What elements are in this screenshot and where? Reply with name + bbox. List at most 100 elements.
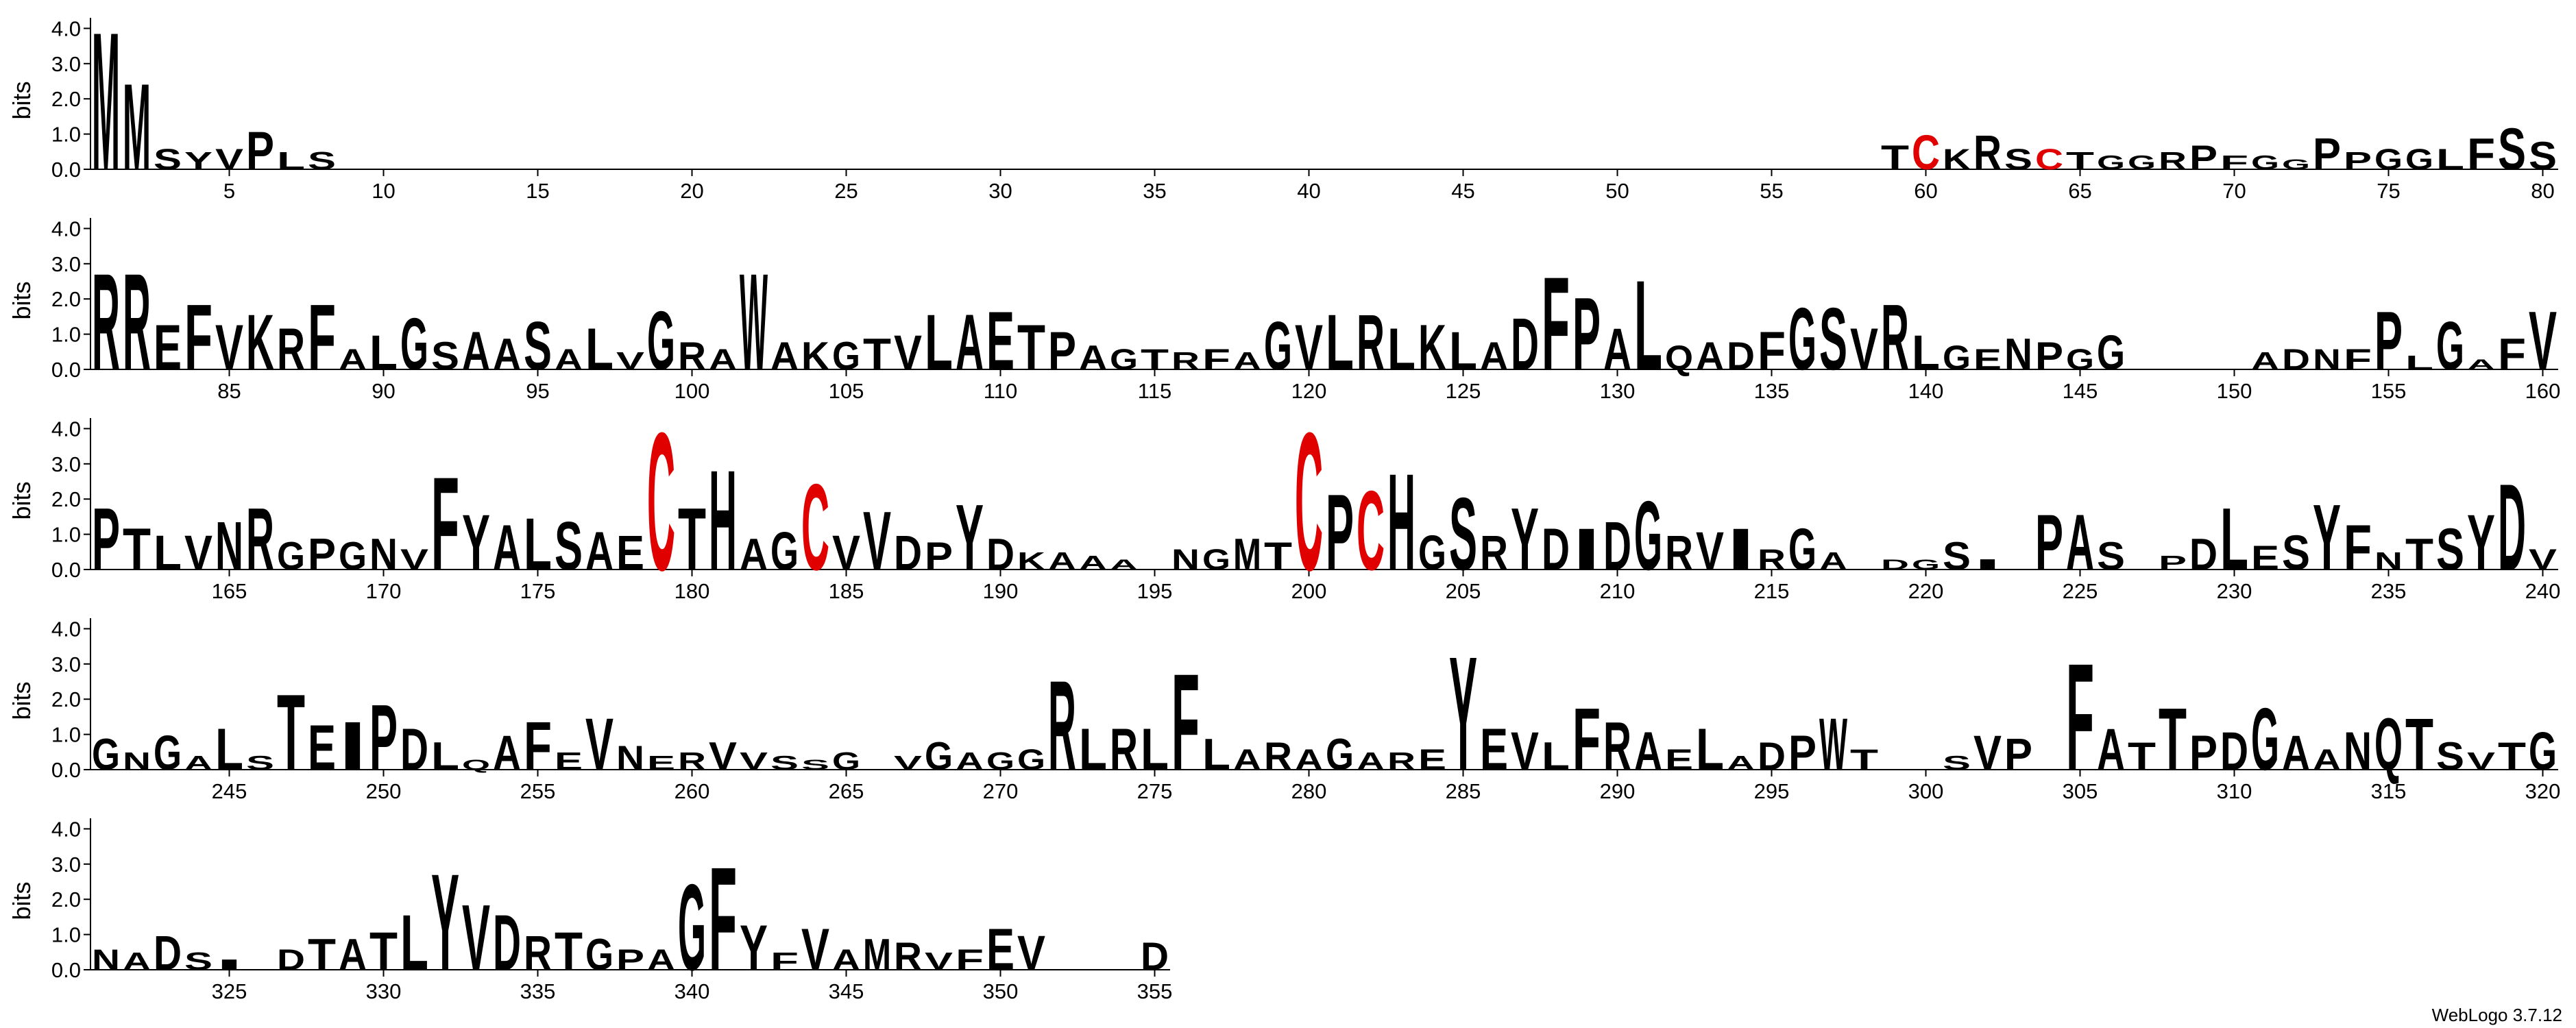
logo-letter: V [894, 752, 922, 774]
logo-letter: D [493, 899, 521, 987]
x-tick-label: 255 [520, 779, 556, 803]
y-axis-label: bits [8, 481, 36, 519]
x-tick-label: 150 [2217, 379, 2252, 403]
logo-letter: G [1912, 556, 1940, 573]
x-tick-label: 100 [675, 379, 710, 403]
logo-letter: L [215, 716, 243, 782]
x-tick-label: 130 [1600, 379, 1636, 403]
logo-letter: G [339, 535, 367, 578]
y-tick-label: 4.0 [51, 16, 81, 40]
y-tick-label: 2.0 [51, 287, 81, 311]
logo-letter: R [894, 935, 922, 979]
x-tick-label: 220 [1908, 579, 1944, 603]
logo-letter: G [2282, 156, 2310, 173]
y-tick-label: 4.0 [51, 817, 81, 841]
logo-letter: T [1141, 343, 1169, 376]
logo-letter: T [678, 490, 706, 589]
logo-letter: M [1233, 530, 1261, 579]
logo-letter: S [2436, 735, 2464, 779]
logo-letter: L [1202, 730, 1230, 779]
logo-letter: G [770, 521, 799, 582]
logo-letter: G [2436, 308, 2464, 384]
logo-letter: P [1572, 276, 1601, 392]
logo-letter: S [184, 948, 212, 975]
x-tick-label: 105 [829, 379, 864, 403]
y-axis-label: bits [8, 881, 36, 920]
logo-letter: S [431, 334, 459, 378]
logo-letter: A [1233, 347, 1261, 375]
logo-letter: H [1387, 445, 1415, 599]
logo-letter: L [1326, 299, 1354, 387]
logo-letter: R [1881, 286, 1909, 390]
logo-letter: C [1357, 467, 1385, 593]
logo-letter: A [2251, 347, 2279, 375]
x-tick-label: 95 [526, 379, 549, 403]
y-tick-label: 1.0 [51, 123, 81, 147]
logo-letter: N [123, 748, 151, 775]
x-tick-label: 80 [2531, 179, 2554, 203]
x-tick-label: 230 [2217, 579, 2252, 603]
y-tick-label: 2.0 [51, 687, 81, 711]
logo-letter: Y [462, 499, 490, 587]
logo-letter: A [2313, 743, 2341, 776]
logo-letter: S [246, 752, 274, 774]
y-tick-label: 4.0 [51, 417, 81, 441]
logo-letter: A [339, 930, 367, 979]
logo-letter: S [770, 752, 799, 774]
logo-letter: S [555, 508, 583, 585]
logo-letter: T [1850, 743, 1878, 776]
logo-letter: L [524, 504, 552, 586]
logo-letter: V [2529, 543, 2557, 576]
x-tick-label: 15 [526, 179, 549, 203]
y-tick-label: 0.0 [51, 158, 81, 182]
x-tick-label: 115 [1138, 379, 1171, 403]
logo-letter: L [400, 899, 428, 987]
logo-letter: T [369, 921, 398, 982]
logo-letter: A [493, 726, 521, 781]
logo-letter: V [894, 326, 922, 380]
logo-letter: F [2498, 330, 2526, 379]
logo-letter: R [123, 245, 151, 399]
logo-letter: G [2097, 326, 2125, 380]
logo-letter: P [2035, 499, 2063, 587]
x-tick-label: 290 [1600, 779, 1636, 803]
logo-letter: F [2066, 632, 2094, 803]
logo-letter: R [1110, 716, 1138, 782]
logo-letter: D [1141, 935, 1169, 979]
logo-letter: L [925, 299, 953, 387]
logo-letter: T [2405, 530, 2433, 579]
y-tick-label: 0.0 [51, 558, 81, 582]
logo-letter: S [2004, 143, 2032, 175]
logo-letter: T [2405, 704, 2433, 786]
logo-letter: G [678, 858, 706, 996]
logo-letter: F [709, 836, 737, 1001]
x-tick-label: 215 [1754, 579, 1790, 603]
logo-letter: C [801, 458, 829, 596]
logo-letter: I [1973, 556, 2002, 573]
logo-letter: Y [2467, 499, 2495, 587]
logo-letter: N [215, 508, 243, 585]
logo-letter: T [2498, 735, 2526, 779]
logo-letter: N [2344, 721, 2372, 782]
logo-letter: A [2066, 499, 2094, 587]
x-tick-label: 125 [1446, 379, 1481, 403]
logo-letter: V [1511, 721, 1539, 782]
y-axis-label: bits [8, 681, 36, 720]
x-tick-label: 50 [1605, 179, 1629, 203]
logo-letter: L [431, 735, 459, 779]
logo-letter: R [678, 748, 706, 775]
logo-letter: G [986, 748, 1014, 775]
logo-letter: L [369, 326, 398, 380]
logo-letter: E [986, 916, 1014, 982]
logo-letter: E [2251, 538, 2279, 577]
x-tick-label: 350 [983, 979, 1019, 1003]
logo-letter: N [1171, 543, 1200, 576]
logo-letter: F [770, 948, 799, 975]
x-tick-label: 85 [217, 379, 241, 403]
logo-row: bits 0.0 1.0 2.0 3.0 4.0 85 90 95 100 105 110 115 120… [8, 217, 2560, 403]
logo-letter: V [2467, 748, 2495, 775]
logo-letter: E [647, 752, 675, 774]
y-tick-label: 0.0 [51, 958, 81, 982]
logo-letter: A [1048, 548, 1076, 575]
